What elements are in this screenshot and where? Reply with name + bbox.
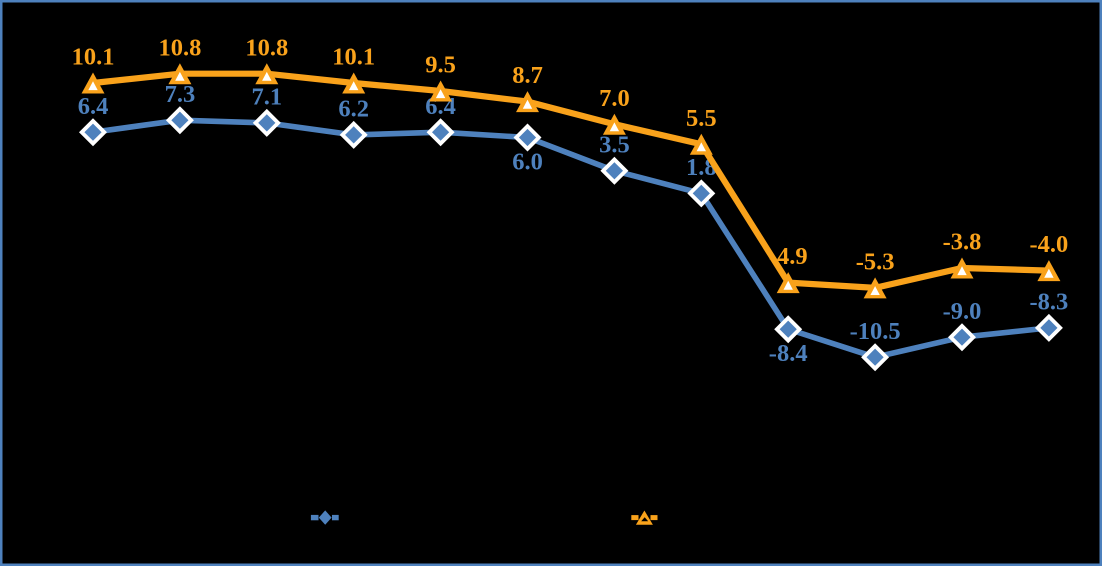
svg-text:5.5: 5.5 [686, 105, 717, 132]
svg-text:10.8: 10.8 [245, 34, 288, 61]
svg-text:-9.0: -9.0 [943, 298, 982, 325]
svg-text:-8.3: -8.3 [1030, 289, 1069, 316]
svg-text:7.0: 7.0 [599, 85, 630, 112]
svg-text:-4.0: -4.0 [1030, 231, 1069, 258]
svg-text:8.7: 8.7 [512, 62, 543, 89]
svg-text:-8.4: -8.4 [769, 340, 808, 367]
svg-text:10.1: 10.1 [72, 44, 115, 71]
svg-text:-10.5: -10.5 [850, 318, 901, 345]
svg-text:3.5: 3.5 [599, 132, 630, 159]
svg-text:-3.8: -3.8 [943, 229, 982, 256]
svg-text:7.1: 7.1 [251, 84, 282, 111]
svg-text:9.5: 9.5 [425, 52, 456, 79]
svg-text:6.4: 6.4 [78, 93, 109, 120]
svg-text:6.2: 6.2 [338, 96, 369, 123]
svg-text:-4.9: -4.9 [769, 243, 808, 270]
svg-text:10.1: 10.1 [332, 44, 375, 71]
svg-text:-5.3: -5.3 [856, 249, 895, 276]
svg-text:10.8: 10.8 [158, 34, 201, 61]
svg-text:6.0: 6.0 [512, 149, 543, 176]
svg-text:7.3: 7.3 [165, 81, 196, 108]
